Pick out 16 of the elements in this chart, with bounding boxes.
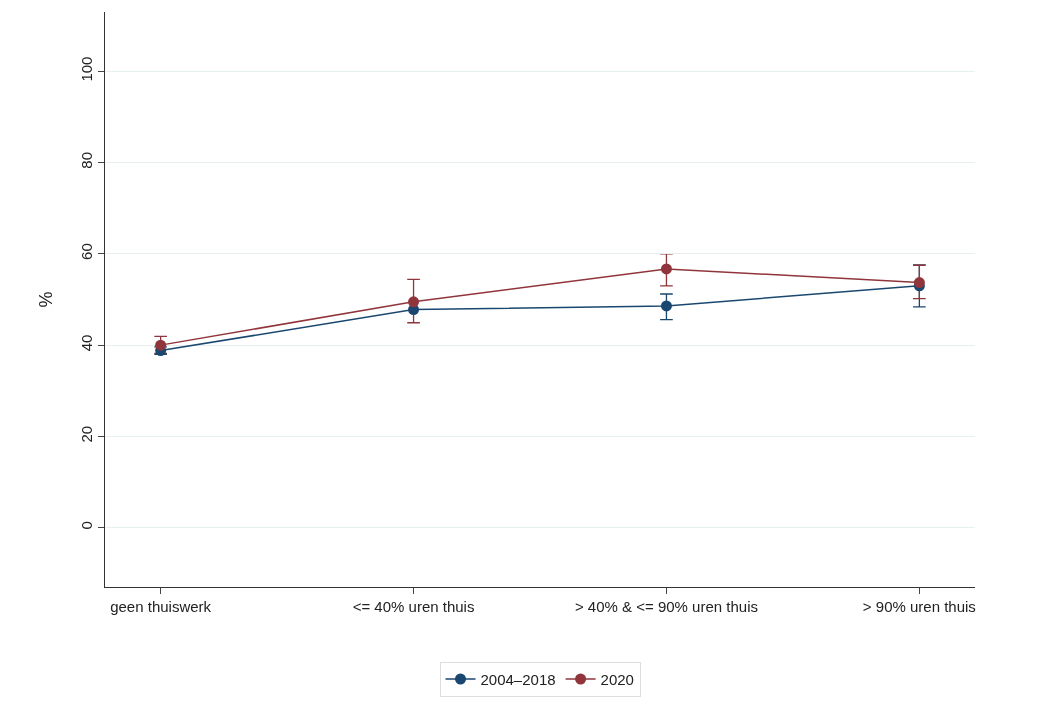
point (408, 296, 420, 308)
x-tick-label: geen thuiswerk (110, 598, 212, 615)
y-tick-label: 20 (78, 425, 95, 443)
y-tick-label: 100 (78, 56, 95, 82)
legend-label: 2020 (600, 670, 634, 688)
y-tick-label: 40 (78, 334, 95, 352)
x-tick-label: > 40% & <= 90% uren thuis (574, 598, 758, 615)
point (660, 300, 672, 312)
legend-label: 2004–2018 (480, 670, 556, 688)
y-axis-title: % (36, 291, 57, 308)
y-tick-label: 60 (78, 243, 95, 260)
y-tick-label: 0 (78, 521, 95, 530)
x-tick-label: <= 40% uren thuis (352, 598, 475, 615)
point (660, 263, 672, 275)
y-tick-label: 80 (78, 152, 95, 169)
x-tick-label: > 90% uren thuis (862, 598, 976, 615)
